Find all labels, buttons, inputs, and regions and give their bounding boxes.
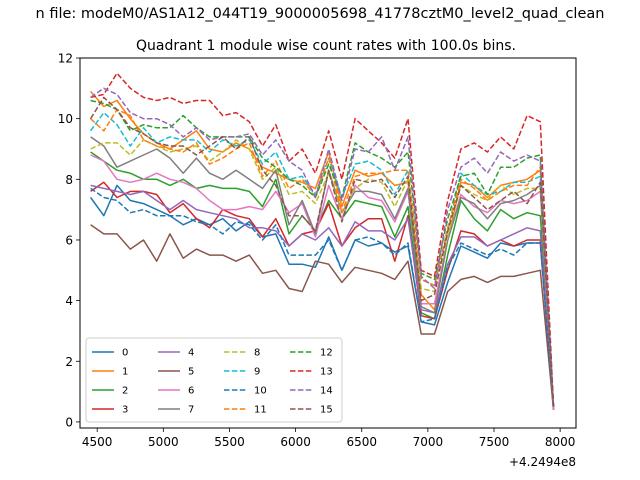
x-axis-offset-label: +4.2494e8 xyxy=(509,455,576,469)
series-line-11 xyxy=(90,108,555,407)
x-tick-label-8000: 8000 xyxy=(545,435,576,449)
x-tick-label-4500: 4500 xyxy=(82,435,113,449)
series-line-4 xyxy=(90,184,555,410)
x-tick-label-7000: 7000 xyxy=(413,435,444,449)
y-tick-label-4: 4 xyxy=(65,294,73,308)
axes-layer: 4500 5000 5500 6000 6500 7000 7500 800002468101… xyxy=(58,52,576,450)
legend-label-7: 7 xyxy=(188,405,194,416)
legend-label-14: 14 xyxy=(320,386,333,397)
series-line-15 xyxy=(89,96,555,407)
plot-frame xyxy=(79,57,577,429)
x-tick-label-5500: 5500 xyxy=(214,435,245,449)
chart-title: Quadrant 1 module wise count rates with … xyxy=(136,38,516,54)
series-line-3 xyxy=(90,181,555,410)
legend-label-9: 9 xyxy=(254,367,260,378)
legend-label-12: 12 xyxy=(320,348,333,359)
legend-label-3: 3 xyxy=(122,405,128,416)
legend-label-13: 13 xyxy=(320,367,333,378)
x-tick-label-5000: 5000 xyxy=(148,435,179,449)
y-tick-label-10: 10 xyxy=(58,112,73,126)
legend-label-5: 5 xyxy=(188,367,194,378)
x-tick-label-6000: 6000 xyxy=(280,435,311,449)
legend-label-15: 15 xyxy=(320,405,333,416)
series-line-10 xyxy=(90,187,555,407)
series-line-5 xyxy=(90,224,555,410)
x-tick-label-7500: 7500 xyxy=(479,435,510,449)
series-line-9 xyxy=(89,111,555,407)
y-tick-label-12: 12 xyxy=(58,52,73,66)
legend-label-8: 8 xyxy=(254,348,260,359)
legend-label-11: 11 xyxy=(254,405,267,416)
y-tick-label-0: 0 xyxy=(65,415,73,429)
x-tick-label-6500: 6500 xyxy=(346,435,377,449)
series-line-14 xyxy=(90,87,555,407)
series-line-8 xyxy=(90,139,555,407)
y-tick-label-2: 2 xyxy=(65,355,73,369)
y-tick-label-6: 6 xyxy=(65,233,73,247)
series-line-13 xyxy=(90,72,555,407)
figure-suptitle: n file: modeM0/AS1A12_044T19_9000005698_… xyxy=(35,6,605,22)
series-layer xyxy=(89,72,555,410)
legend-label-6: 6 xyxy=(188,386,194,397)
y-tick-label-8: 8 xyxy=(65,173,73,187)
legend-label-0: 0 xyxy=(122,348,128,359)
series-line-6 xyxy=(90,154,555,410)
series-line-0 xyxy=(89,184,555,407)
legend-label-4: 4 xyxy=(188,348,194,359)
legend-label-10: 10 xyxy=(254,386,267,397)
series-line-12 xyxy=(90,99,555,407)
legend-box xyxy=(85,337,343,423)
legend-label-2: 2 xyxy=(122,386,128,397)
legend-label-1: 1 xyxy=(122,367,128,378)
